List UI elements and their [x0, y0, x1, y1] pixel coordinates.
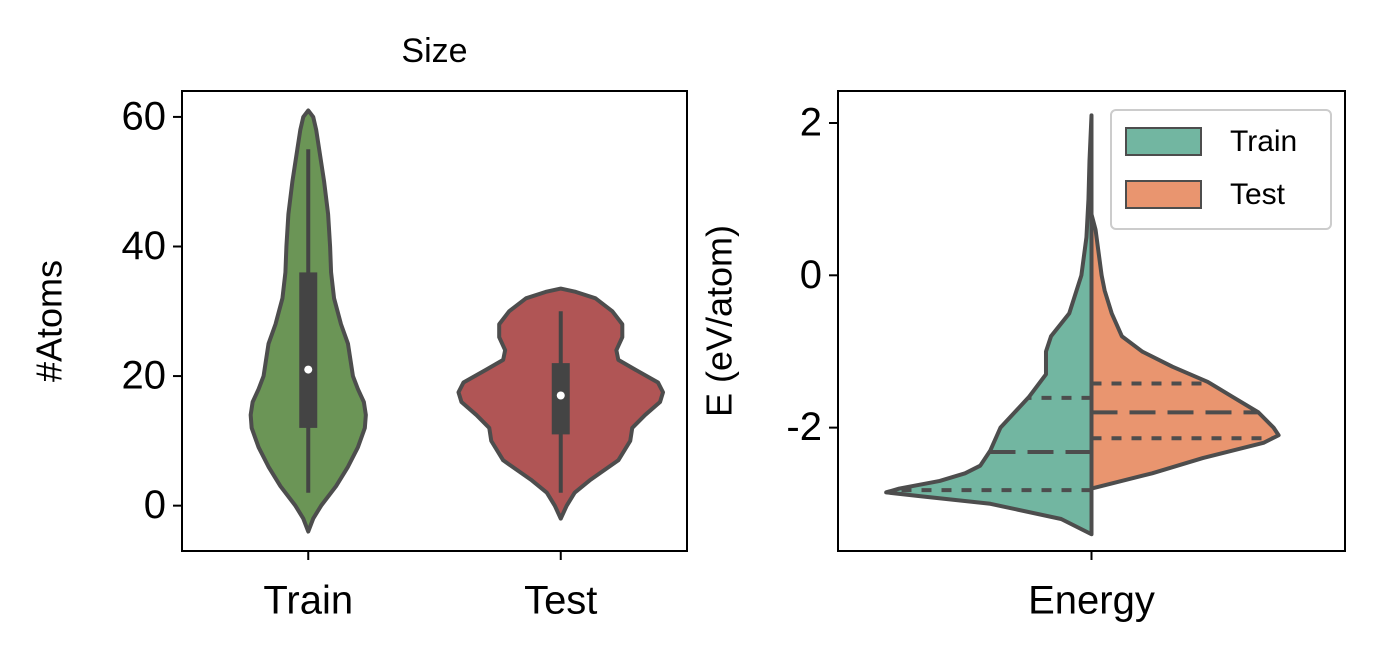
legend-swatch — [1125, 127, 1202, 156]
legend-label: Train — [1230, 125, 1297, 158]
median — [304, 365, 313, 374]
legend-swatch — [1125, 180, 1202, 209]
axes-frame — [837, 90, 1346, 552]
x-tick-label: Energy — [1028, 579, 1155, 623]
y-tick-label: 60 — [122, 94, 167, 138]
y-tick-label: 0 — [800, 253, 822, 297]
violin-half — [1089, 212, 1281, 491]
box — [299, 272, 318, 428]
median — [556, 391, 565, 400]
axes-frame — [181, 90, 688, 552]
y-tick-label: 40 — [122, 224, 167, 268]
y-tick-label: -2 — [786, 405, 822, 449]
y-tick-label: 0 — [144, 483, 166, 527]
y-axis-label: #Atoms — [29, 260, 70, 382]
x-tick-label: Test — [524, 579, 597, 623]
y-tick-label: 2 — [800, 101, 822, 145]
x-tick-label: Train — [263, 579, 353, 623]
chart-title: Size — [401, 32, 467, 70]
legend-label: Test — [1230, 178, 1286, 211]
y-tick-label: 20 — [122, 354, 167, 398]
y-axis-label: E (eV/atom) — [699, 225, 740, 417]
violin-half — [884, 113, 1094, 537]
